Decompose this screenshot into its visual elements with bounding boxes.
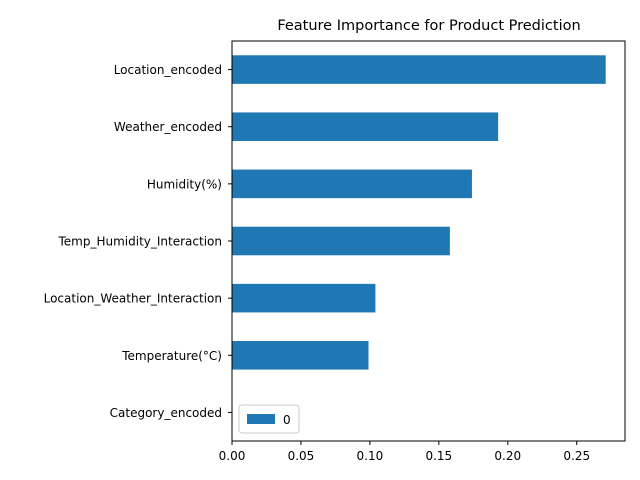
x-tick-label: 0.15 bbox=[425, 449, 452, 463]
axes-frame bbox=[231, 40, 626, 442]
x-axis-ticks: 0.00 0.05 0.10 0.15 0.20 0.25 bbox=[219, 441, 590, 463]
bar-4 bbox=[232, 283, 376, 313]
bar-5 bbox=[232, 341, 369, 370]
chart-title: Feature Importance for Product Predictio… bbox=[277, 18, 580, 34]
bars-layer bbox=[232, 55, 606, 370]
axes-spines bbox=[231, 40, 626, 442]
y-axis-ticks: Location_encoded Weather_encoded Humidity(… bbox=[44, 63, 232, 420]
x-tick-label: 0.05 bbox=[288, 449, 315, 463]
legend: 0 bbox=[238, 404, 300, 434]
y-tick-label: Temperature(°C) bbox=[121, 349, 222, 363]
x-tick-label: 0.10 bbox=[357, 449, 384, 463]
y-tick-label: Location_Weather_Interaction bbox=[44, 292, 222, 306]
y-tick-label: Category_encoded bbox=[110, 406, 222, 420]
x-tick-label: 0.20 bbox=[494, 449, 521, 463]
bar-2 bbox=[232, 169, 472, 199]
y-tick-label: Location_encoded bbox=[114, 63, 222, 77]
legend-swatch bbox=[247, 414, 275, 424]
x-tick-label: 0.00 bbox=[219, 449, 246, 463]
y-tick-label: Temp_Humidity_Interaction bbox=[58, 235, 223, 249]
legend-label: 0 bbox=[283, 413, 291, 427]
y-tick-label: Weather_encoded bbox=[114, 120, 222, 134]
bar-1 bbox=[232, 112, 499, 141]
bar-0 bbox=[232, 55, 606, 84]
x-tick-label: 0.25 bbox=[563, 449, 590, 463]
bar-3 bbox=[232, 226, 450, 256]
y-tick-label: Humidity(%) bbox=[147, 177, 222, 191]
